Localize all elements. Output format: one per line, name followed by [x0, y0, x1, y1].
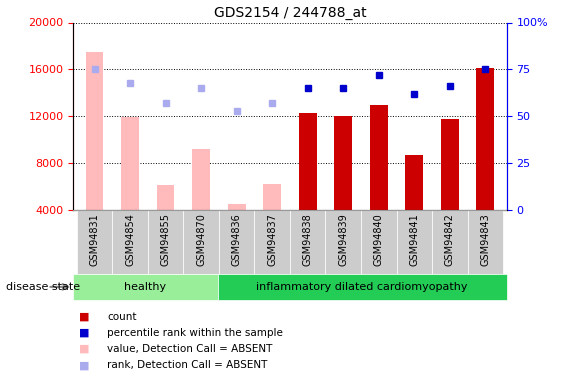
- Text: disease state: disease state: [6, 282, 80, 292]
- Bar: [361, 210, 396, 274]
- Text: inflammatory dilated cardiomyopathy: inflammatory dilated cardiomyopathy: [257, 282, 468, 292]
- Text: GSM94842: GSM94842: [445, 213, 455, 266]
- Bar: [121, 117, 139, 210]
- Bar: [218, 274, 507, 300]
- Text: GSM94837: GSM94837: [267, 213, 277, 266]
- Bar: [432, 210, 468, 274]
- Text: GSM94836: GSM94836: [231, 213, 242, 266]
- Bar: [334, 116, 352, 210]
- Bar: [86, 52, 104, 210]
- Bar: [405, 155, 423, 210]
- Text: value, Detection Call = ABSENT: value, Detection Call = ABSENT: [107, 344, 272, 354]
- Text: GSM94843: GSM94843: [480, 213, 490, 266]
- Bar: [228, 204, 245, 210]
- Text: percentile rank within the sample: percentile rank within the sample: [107, 328, 283, 338]
- Text: ■: ■: [79, 360, 90, 370]
- Bar: [184, 210, 219, 274]
- Text: GSM94831: GSM94831: [90, 213, 100, 266]
- Bar: [219, 210, 254, 274]
- Bar: [290, 210, 325, 274]
- Text: GSM94839: GSM94839: [338, 213, 348, 266]
- Text: GSM94841: GSM94841: [409, 213, 419, 266]
- Text: GSM94840: GSM94840: [374, 213, 384, 266]
- Text: healthy: healthy: [124, 282, 167, 292]
- Text: GSM94870: GSM94870: [196, 213, 206, 266]
- Bar: [263, 184, 281, 210]
- Bar: [73, 274, 218, 300]
- Text: ■: ■: [79, 344, 90, 354]
- Bar: [192, 149, 210, 210]
- Text: GSM94855: GSM94855: [160, 213, 171, 266]
- Text: GSM94838: GSM94838: [303, 213, 312, 266]
- Bar: [77, 210, 112, 274]
- Text: GSM94854: GSM94854: [125, 213, 135, 266]
- Text: rank, Detection Call = ABSENT: rank, Detection Call = ABSENT: [107, 360, 267, 370]
- Bar: [157, 185, 175, 210]
- Text: ■: ■: [79, 312, 90, 322]
- Bar: [468, 210, 503, 274]
- Text: ■: ■: [79, 328, 90, 338]
- Bar: [112, 210, 148, 274]
- Bar: [396, 210, 432, 274]
- Bar: [325, 210, 361, 274]
- Text: count: count: [107, 312, 136, 322]
- Bar: [299, 113, 316, 210]
- Bar: [370, 105, 388, 210]
- Bar: [476, 68, 494, 210]
- Bar: [441, 118, 459, 210]
- Title: GDS2154 / 244788_at: GDS2154 / 244788_at: [213, 6, 367, 20]
- Bar: [254, 210, 290, 274]
- Bar: [148, 210, 184, 274]
